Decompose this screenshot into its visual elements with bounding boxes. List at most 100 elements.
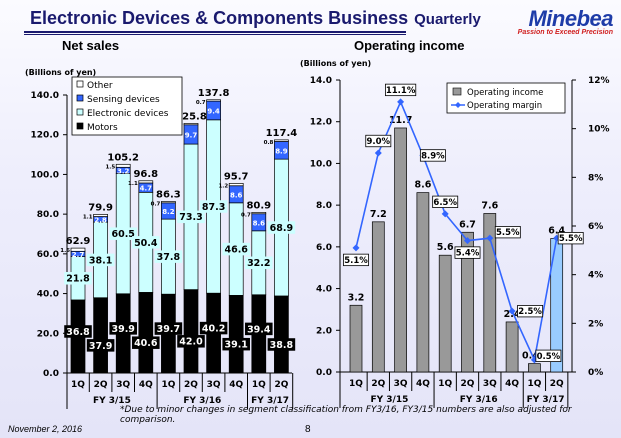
title-text: Electronic Devices & Components Business	[30, 8, 409, 28]
electronic-value-box	[267, 221, 296, 234]
operating-margin-value: 0.5%	[537, 352, 561, 362]
legend-label: Motors	[87, 123, 118, 133]
x-tick-label: 4Q	[229, 380, 243, 390]
operating-margin-value-box	[385, 83, 417, 97]
operating-margin-value: 5.5%	[496, 228, 520, 238]
operating-margin-value: 8.9%	[421, 151, 445, 161]
sensing-value: 2.8	[94, 216, 107, 224]
y2-tick-label: 10%	[588, 125, 610, 135]
x-tick-label: 1Q	[527, 379, 541, 389]
operating-margin-value-box	[557, 232, 584, 245]
legend	[71, 76, 183, 136]
x-tick-label: 2Q	[94, 380, 108, 390]
operating-margin-marker	[508, 307, 516, 315]
electronic-value: 46.6	[224, 245, 248, 256]
net-sales-title: Net sales	[62, 38, 120, 53]
y-tick-label: 120.0	[31, 131, 59, 141]
x-tick-label: 2Q	[184, 380, 198, 390]
operating-margin-value: 6.5%	[433, 198, 457, 208]
motors-value-box	[222, 337, 250, 351]
bar-other	[93, 213, 108, 217]
y-tick-label: 8.0	[316, 201, 332, 211]
other-value: 0.7	[196, 100, 206, 106]
x-tick-label: 2Q	[371, 379, 385, 389]
other-value: 1.5	[105, 164, 115, 170]
sensing-value: 8.6	[253, 219, 266, 227]
footnote: *Due to minor changes in segment classif…	[120, 405, 572, 425]
other-value: 0.8	[264, 140, 274, 146]
operating-margin-value: 11.1%	[386, 86, 416, 96]
electronic-value: 68.9	[270, 223, 293, 234]
x-tick-label: 1Q	[252, 380, 266, 390]
other-value: 1.2	[218, 183, 228, 189]
operating-margin-marker	[441, 210, 449, 218]
y-tick-label: 6.0	[316, 243, 332, 253]
sensing-value: 8.9	[275, 147, 288, 155]
other-value: 1.6	[60, 248, 70, 254]
operating-margin-value-box	[432, 195, 459, 208]
page-number: 8	[305, 424, 311, 435]
y-tick-label: 2.0	[316, 326, 332, 336]
motors-value: 37.9	[89, 341, 112, 352]
operating-income-value: 11.7	[389, 115, 412, 126]
bar-operating-income	[349, 304, 363, 373]
bar-operating-income	[394, 127, 407, 373]
title-suffix: Quarterly	[414, 11, 481, 28]
bar-other	[183, 123, 199, 126]
operating-margin-value-box	[365, 134, 392, 148]
y-axis-title: (Billions of yen)	[25, 68, 96, 77]
sensing-value: 2.7	[72, 251, 85, 259]
x-tick-label: 1Q	[71, 380, 85, 390]
operating-margin-value: 5.4%	[456, 249, 480, 259]
group-label: FY 3/16	[460, 395, 498, 405]
y2-tick-label: 0%	[588, 368, 603, 378]
group-label: FY 3/17	[251, 396, 289, 406]
total-value: 105.2	[107, 152, 139, 163]
bar-motors	[138, 292, 154, 374]
y2-tick-label: 4%	[588, 271, 603, 281]
electronic-value: 87.3	[202, 202, 225, 213]
sensing-value: 8.2	[162, 208, 175, 216]
operating-income-value: 6.7	[459, 219, 476, 230]
motors-value: 39.7	[157, 324, 180, 335]
operating-income-value: 6.4	[548, 226, 565, 237]
legend-swatch	[76, 122, 84, 130]
sensing-value: 8.6	[230, 191, 243, 199]
group-label: FY 3/16	[183, 396, 221, 406]
operating-margin-value: 5.1%	[344, 256, 368, 266]
y2-tick-label: 6%	[588, 222, 603, 232]
operating-income-title: Operating income	[354, 38, 465, 53]
other-value: 0.7	[241, 212, 251, 218]
bar-motors	[228, 295, 244, 374]
operating-income-value: 7.2	[370, 209, 387, 220]
minebea-logo: Minebea Passion to Exceed Precision	[517, 6, 614, 36]
operating-margin-value-box	[494, 226, 521, 239]
motors-value-box	[199, 321, 228, 335]
operating-margin-marker	[464, 237, 471, 245]
operating-margin-value-box	[419, 149, 446, 162]
x-tick-label: 2Q	[274, 380, 288, 390]
operating-margin-value: 2.5%	[518, 307, 542, 317]
operating-income-value: 0.4	[522, 351, 539, 362]
electronic-value: 73.3	[179, 212, 202, 223]
bar-operating-income	[461, 231, 474, 373]
electronic-value: 37.8	[157, 252, 181, 263]
legend-label: Sensing devices	[87, 95, 160, 105]
bar-other	[138, 180, 154, 184]
bar-other	[228, 183, 244, 187]
other-value: 1.1	[128, 181, 138, 187]
y-tick-label: 80.0	[37, 210, 59, 220]
x-tick-label: 2Q	[461, 379, 475, 389]
motors-value-box	[267, 338, 296, 351]
electronic-value-box	[64, 272, 92, 285]
total-value: 96.8	[133, 169, 158, 180]
x-tick-label: 2Q	[550, 379, 564, 389]
bar-other	[115, 163, 131, 168]
other-value: 0.7	[151, 201, 161, 207]
y-tick-label: 12.0	[310, 118, 332, 128]
bar-motors	[183, 289, 199, 374]
total-value: 79.9	[88, 202, 113, 213]
operating-margin-marker	[352, 244, 360, 252]
page-title: Electronic Devices & Components Business…	[30, 8, 481, 29]
bar-other	[161, 201, 176, 204]
